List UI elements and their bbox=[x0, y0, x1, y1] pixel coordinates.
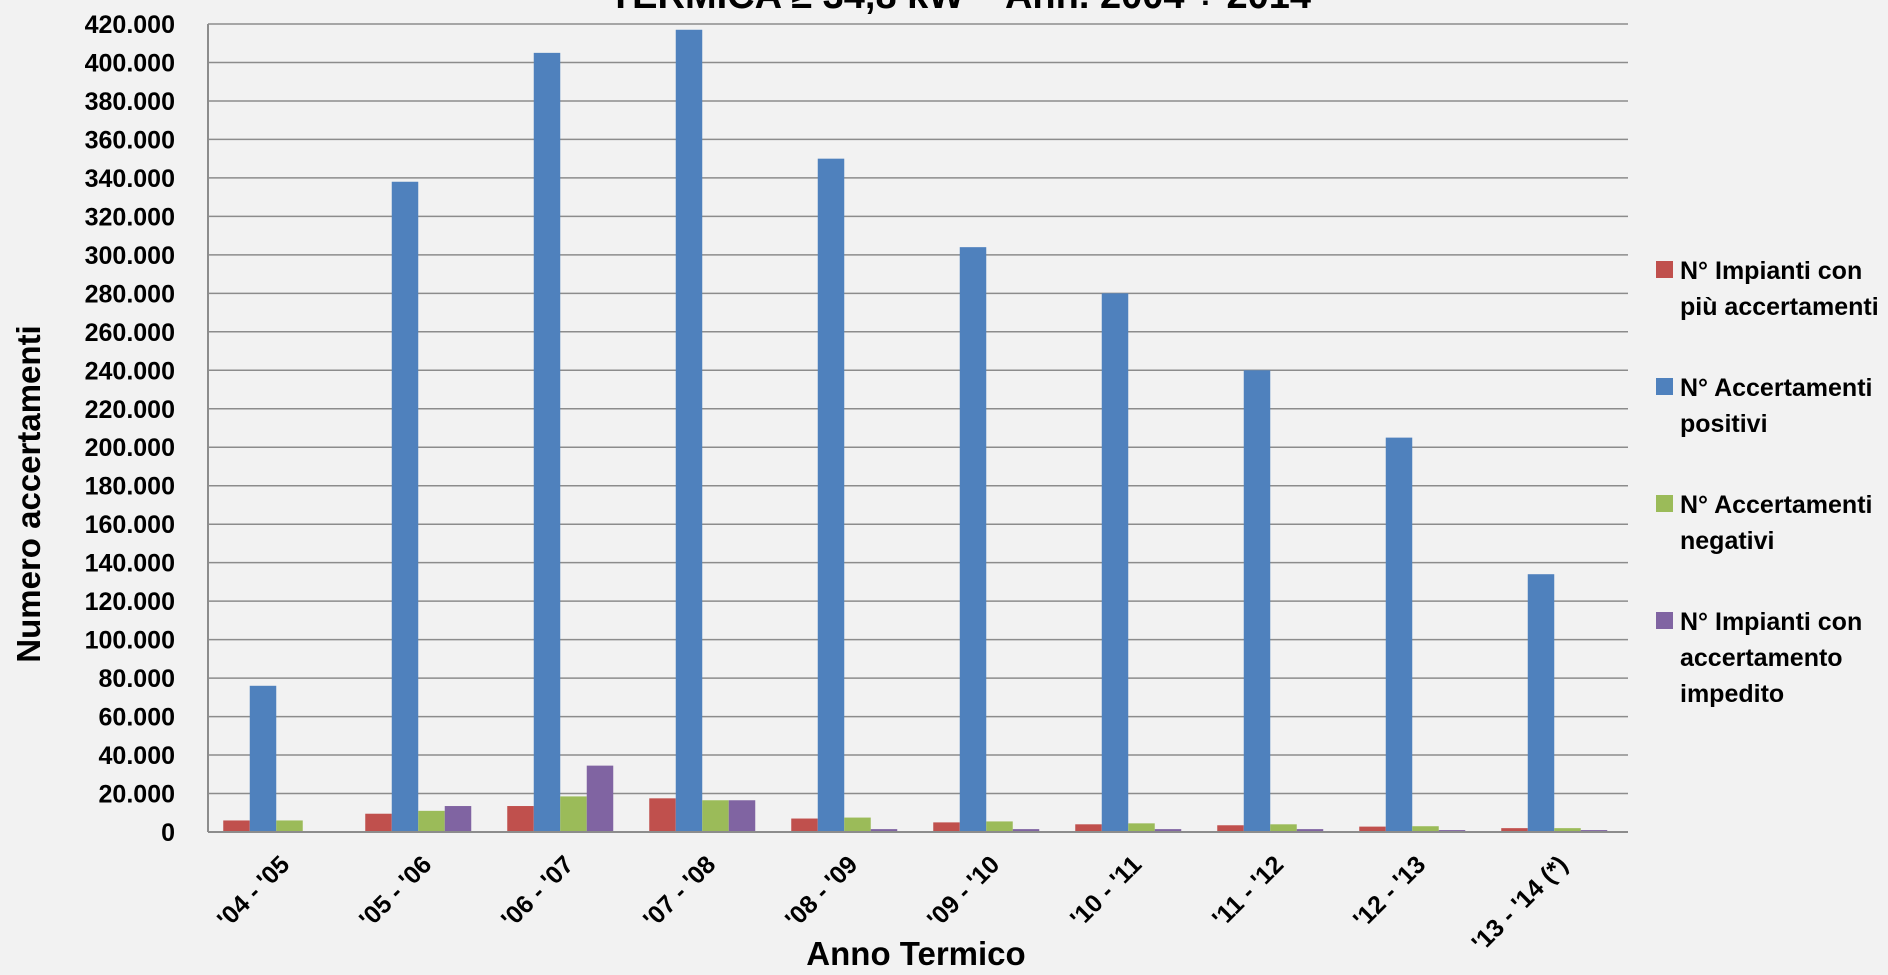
bar bbox=[1012, 829, 1040, 832]
bar bbox=[1243, 370, 1271, 832]
x-tick-label: '07 - '08 bbox=[638, 850, 721, 933]
legend-swatch bbox=[1656, 261, 1673, 278]
bar bbox=[586, 765, 614, 832]
x-tick-label: '11 - '12 bbox=[1207, 850, 1289, 932]
bar bbox=[1101, 293, 1129, 832]
bar bbox=[791, 818, 818, 832]
bar bbox=[365, 813, 392, 832]
y-tick-label: 160.000 bbox=[85, 511, 175, 539]
y-tick-label: 60.000 bbox=[99, 704, 175, 732]
y-tick-label: 20.000 bbox=[99, 781, 175, 809]
legend-label: più accertamenti bbox=[1680, 293, 1879, 321]
bar bbox=[844, 817, 871, 832]
y-tick-label: 360.000 bbox=[85, 126, 175, 154]
y-axis-tick-labels: 0 20.000 40.000 60.000 80.000 100.000 120.000 1… bbox=[85, 11, 175, 847]
y-tick-label: 220.000 bbox=[85, 396, 175, 424]
x-tick-label: '12 - '13 bbox=[1348, 850, 1431, 933]
grid-lines bbox=[208, 23, 1628, 795]
legend-label: positivi bbox=[1680, 410, 1768, 438]
legend-label: accertamento bbox=[1680, 644, 1843, 672]
bar bbox=[418, 810, 445, 832]
bar bbox=[1527, 574, 1555, 832]
bar bbox=[1385, 437, 1413, 832]
bar bbox=[1217, 825, 1244, 832]
legend-label: N° Impianti con bbox=[1680, 608, 1862, 636]
x-tick-label: '08 - '09 bbox=[780, 850, 863, 933]
bars bbox=[223, 29, 1608, 833]
y-tick-label: 120.000 bbox=[85, 588, 175, 616]
y-tick-label: 280.000 bbox=[85, 280, 175, 308]
bar bbox=[649, 798, 676, 832]
bar bbox=[933, 822, 960, 832]
bar bbox=[533, 52, 561, 833]
bar bbox=[959, 247, 987, 832]
chart-title: TERMICA ≥ 34,8 kW – Ann. 2004 ÷ 2014 bbox=[609, 0, 1311, 17]
y-tick-label: 40.000 bbox=[99, 742, 175, 770]
x-tick-label: '04 - '05 bbox=[212, 850, 295, 933]
y-tick-label: 300.000 bbox=[85, 242, 175, 270]
bar bbox=[1075, 824, 1102, 832]
y-tick-label: 240.000 bbox=[85, 357, 175, 385]
bar bbox=[1359, 826, 1386, 832]
legend-label: impedito bbox=[1680, 680, 1784, 708]
x-tick-label: '05 - '06 bbox=[354, 850, 437, 933]
y-tick-label: 420.000 bbox=[85, 11, 175, 39]
legend-label: N° Accertamenti bbox=[1680, 491, 1872, 519]
bar bbox=[1412, 826, 1439, 832]
bar bbox=[507, 806, 534, 832]
bar bbox=[1270, 824, 1297, 832]
bar bbox=[702, 800, 729, 832]
legend-swatch bbox=[1656, 612, 1673, 629]
bar bbox=[1296, 829, 1324, 832]
bar bbox=[817, 158, 845, 832]
y-tick-label: 380.000 bbox=[85, 88, 175, 116]
bar bbox=[675, 29, 703, 833]
legend-label: N° Impianti con bbox=[1680, 257, 1862, 285]
x-tick-label: '09 - '10 bbox=[922, 850, 1005, 933]
x-tick-label: '10 - '11 bbox=[1065, 850, 1147, 932]
bar bbox=[444, 806, 472, 832]
x-tick-label: '13 - '14 (*) bbox=[1466, 850, 1573, 957]
legend: N° Impianti con più accertamenti N° Accert… bbox=[1656, 257, 1879, 708]
legend-label: negativi bbox=[1680, 527, 1774, 555]
bar bbox=[223, 820, 250, 832]
y-tick-label: 200.000 bbox=[85, 434, 175, 462]
y-tick-label: 400.000 bbox=[85, 49, 175, 77]
bar bbox=[1554, 828, 1581, 832]
y-tick-label: 340.000 bbox=[85, 165, 175, 193]
bar bbox=[391, 181, 419, 832]
y-tick-label: 180.000 bbox=[85, 473, 175, 501]
bar bbox=[560, 796, 587, 832]
y-tick-label: 0 bbox=[161, 819, 175, 847]
y-axis-title: Numero accertamenti bbox=[10, 325, 47, 662]
bar bbox=[1128, 823, 1155, 832]
x-tick-label: '06 - '07 bbox=[496, 850, 579, 933]
bar bbox=[986, 821, 1013, 832]
bar bbox=[276, 820, 303, 832]
y-tick-label: 320.000 bbox=[85, 203, 175, 231]
y-tick-label: 100.000 bbox=[85, 627, 175, 655]
bar bbox=[1154, 829, 1182, 832]
bar bbox=[249, 685, 277, 832]
x-axis-title: Anno Termico bbox=[806, 935, 1025, 970]
y-tick-label: 80.000 bbox=[99, 665, 175, 693]
bar bbox=[870, 829, 898, 832]
legend-label: N° Accertamenti bbox=[1680, 374, 1872, 402]
bar bbox=[728, 800, 756, 832]
y-tick-label: 140.000 bbox=[85, 550, 175, 578]
bar bbox=[1501, 828, 1528, 832]
y-tick-label: 260.000 bbox=[85, 319, 175, 347]
legend-swatch bbox=[1656, 495, 1673, 512]
legend-swatch bbox=[1656, 378, 1673, 395]
